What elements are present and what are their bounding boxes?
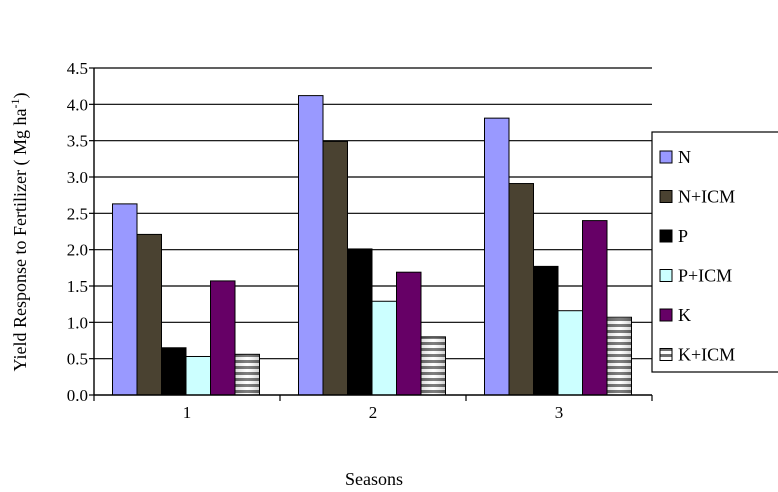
legend-label: K — [678, 305, 691, 325]
bar-p-season-3 — [533, 265, 559, 396]
x-tick-label: 1 — [183, 403, 192, 422]
bar-k-season-2 — [396, 271, 422, 396]
bar-p-icm-season-3 — [557, 310, 583, 396]
bar-k-season-3 — [582, 220, 608, 396]
y-tick-label: 1.5 — [67, 277, 88, 296]
bar-shade — [235, 354, 260, 395]
x-tick-label: 3 — [555, 403, 564, 422]
legend: N N+ICM P P+ICM K K+ICM — [651, 131, 778, 373]
axes — [89, 67, 653, 401]
y-tick-labels: 0.0 0.5 1.0 1.5 2.0 2.5 3.0 3.5 4.0 4.5 — [67, 59, 88, 405]
gridlines — [94, 67, 652, 360]
bars — [112, 95, 632, 396]
legend-label: P — [678, 226, 688, 246]
y-axis-title-sup: -1 — [8, 99, 22, 109]
legend-label: P+ICM — [678, 266, 732, 286]
legend-box — [651, 131, 778, 373]
y-tick-label: 0.0 — [67, 386, 88, 405]
bar-k-season-1 — [210, 280, 236, 396]
legend-label: N+ICM — [678, 187, 735, 207]
bar-p-season-1 — [161, 347, 187, 396]
legend-swatch — [659, 150, 673, 164]
bar-shade — [607, 317, 632, 395]
y-axis-title-main: Yield Response to Fertilizer ( Mg ha — [10, 109, 31, 372]
x-axis-title: Seasons — [345, 469, 403, 489]
bar-n-icm-season-3 — [508, 183, 534, 396]
legend-swatch — [659, 190, 673, 203]
y-tick-label: 3.0 — [67, 168, 88, 187]
y-axis-title: Yield Response to Fertilizer ( Mg ha-1) — [8, 93, 31, 372]
bar-p-icm-season-1 — [185, 355, 211, 396]
legend-swatch — [659, 229, 673, 243]
y-tick-label: 3.5 — [67, 132, 88, 151]
bar-shade — [421, 336, 446, 395]
bar-n-season-2 — [298, 95, 324, 396]
bar-n-icm-season-2 — [322, 140, 348, 396]
y-tick-label: 4.0 — [67, 95, 88, 114]
y-tick-label: 1.0 — [67, 313, 88, 332]
bar-p-season-2 — [347, 248, 373, 396]
legend-label: N — [678, 147, 691, 167]
y-tick-label: 4.5 — [67, 59, 88, 78]
bar-n-icm-season-1 — [136, 233, 162, 396]
bar-n-season-1 — [112, 203, 138, 396]
bar-n-season-3 — [484, 117, 510, 396]
y-tick-label: 2.5 — [67, 204, 88, 223]
legend-label: K+ICM — [678, 345, 735, 365]
x-tick-label: 2 — [369, 403, 378, 422]
y-tick-label: 0.5 — [67, 350, 88, 369]
y-axis-title-close: ) — [10, 93, 31, 99]
legend-swatch — [659, 269, 673, 282]
x-tick-labels: 1 2 3 — [183, 403, 564, 422]
bar-p-icm-season-2 — [371, 300, 397, 396]
legend-swatch — [659, 348, 673, 361]
legend-swatch — [659, 308, 673, 322]
y-tick-label: 2.0 — [67, 241, 88, 260]
